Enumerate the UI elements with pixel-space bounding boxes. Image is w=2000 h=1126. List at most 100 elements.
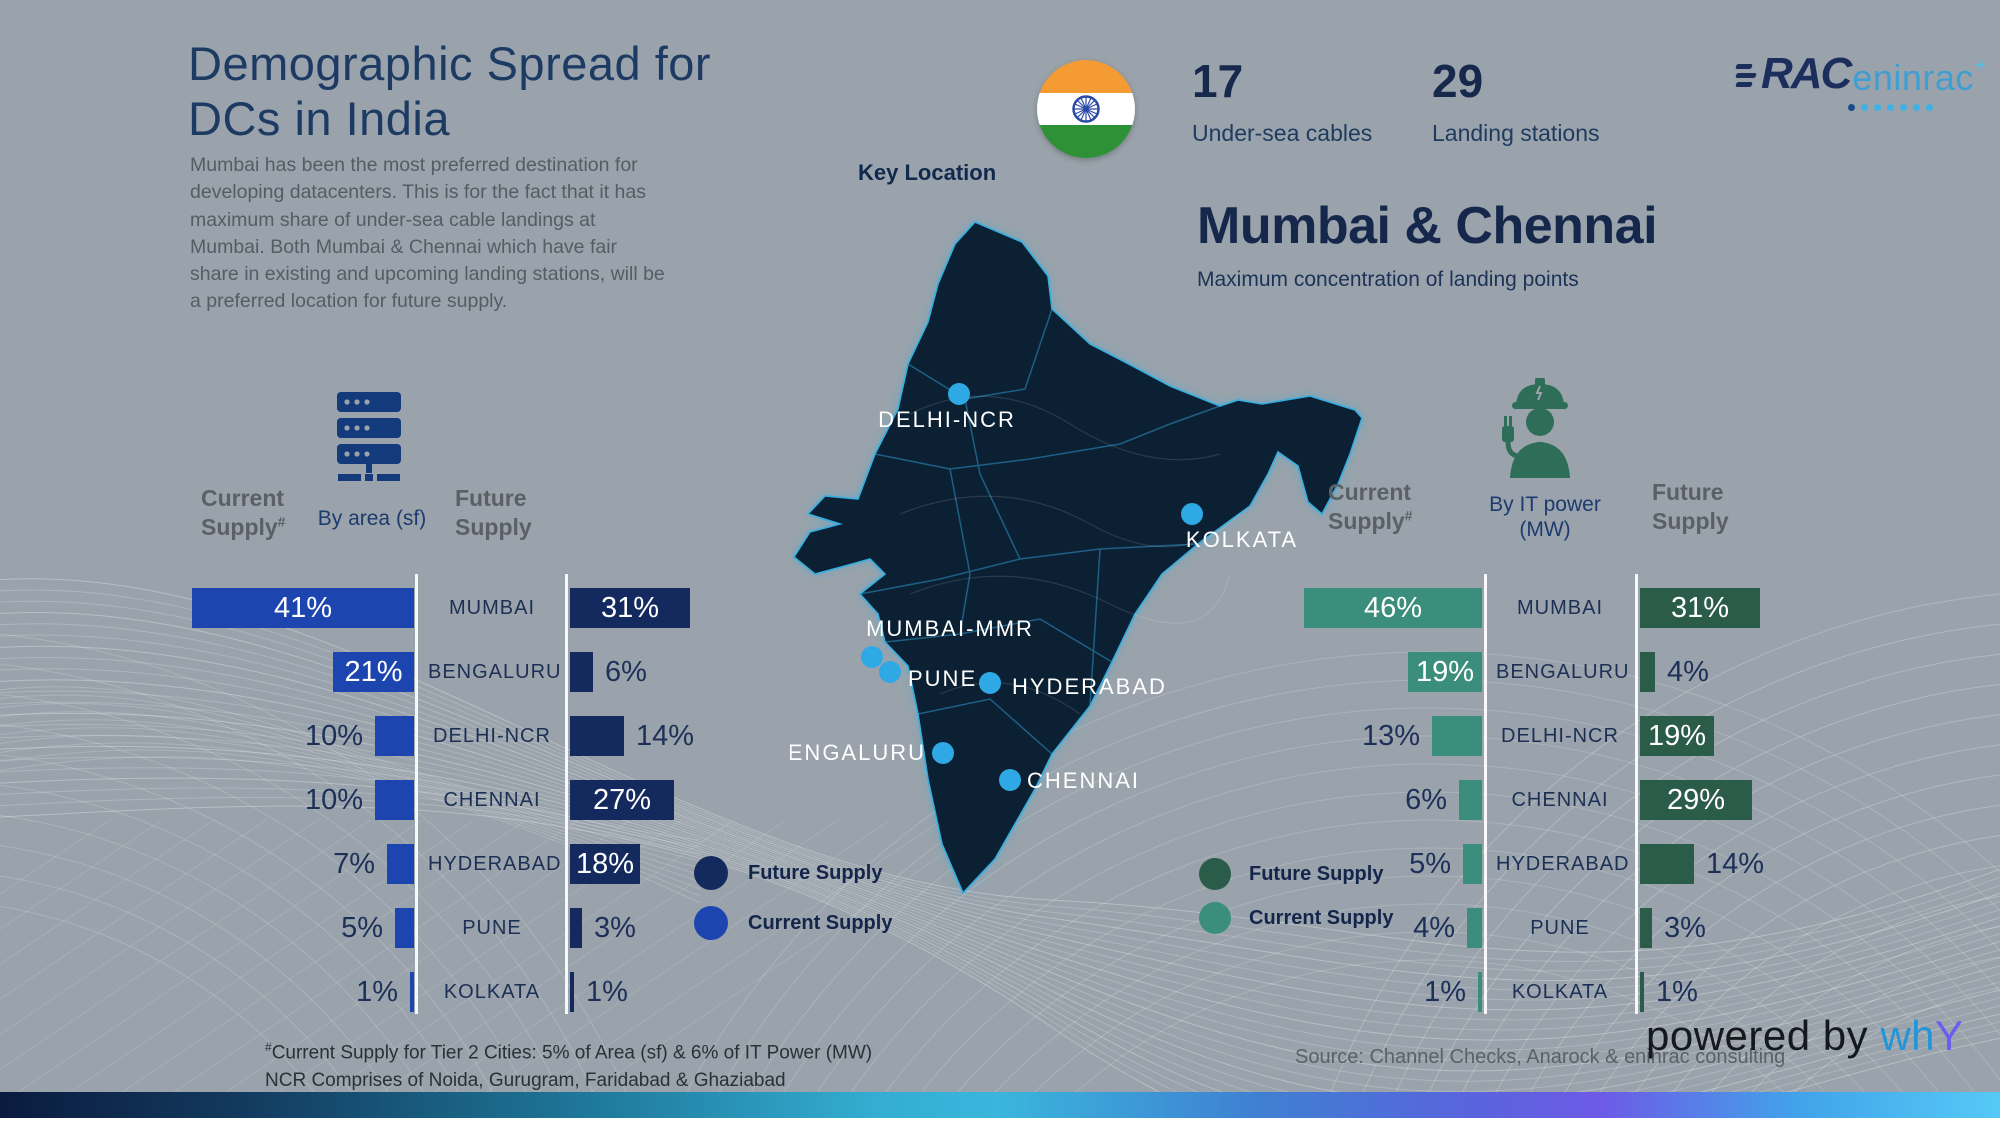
future-value: 27% <box>592 783 652 816</box>
chart-row-pune: 4% PUNE 3% <box>1280 908 1900 948</box>
logo-bars-icon <box>1735 64 1757 87</box>
bengaluru-label: BENGALURU <box>790 740 926 765</box>
engineer-icon <box>1502 378 1570 478</box>
future-value: 18% <box>575 847 635 880</box>
right-current-supply-header: Current Supply# <box>1328 479 1413 535</box>
future-value: 31% <box>600 591 660 624</box>
legend-label: Current Supply <box>748 911 893 934</box>
bottom-gradient-bar <box>0 1092 2000 1118</box>
intro-paragraph: Mumbai has been the most preferred desti… <box>190 154 665 313</box>
chart-row-pune: 5% PUNE 3% <box>190 908 790 948</box>
delhi-ncr-label: DELHI-NCR <box>878 407 1016 432</box>
current-supply-bar: 41% <box>192 588 414 628</box>
current-value: 21% <box>344 655 403 688</box>
chart-row-delhi-ncr: 10% DELHI-NCR 14% <box>190 716 790 756</box>
current-value: 1% <box>1424 976 1466 1008</box>
chart-row-bengaluru: 21% BENGALURU 6% <box>190 652 790 692</box>
current-value: 5% <box>341 912 383 944</box>
stat-landing-stations: 29 Landing stations <box>1432 58 1692 147</box>
city-label: CHENNAI <box>1511 789 1609 811</box>
current-supply-bar <box>375 780 414 820</box>
current-value: 4% <box>1413 912 1455 944</box>
area-chart: 41% MUMBAI 31% 21% BENGALURU 6% 10% <box>190 574 790 1040</box>
current-axis-line <box>1484 574 1487 1014</box>
key-location-label: Key Location <box>858 160 997 185</box>
current-value: 10% <box>304 720 363 752</box>
chart-row-hyderabad: 7% HYDERABAD 18% <box>190 844 790 884</box>
hyderabad-label: HYDERABAD <box>1012 674 1167 699</box>
title-line-2: DCs in India <box>188 92 450 146</box>
mumbai-mmr-dot <box>861 646 883 668</box>
legend-label: Future Supply <box>748 861 883 884</box>
delhi-ncr-dot <box>948 383 970 405</box>
future-axis-line <box>565 574 568 1014</box>
current-supply-bar: 21% <box>333 652 414 692</box>
current-supply-bar <box>375 716 414 756</box>
india-flag-icon <box>1037 60 1135 158</box>
hyderabad-dot <box>979 672 1001 694</box>
city-label: DELHI-NCR <box>1501 725 1619 747</box>
future-value: 14% <box>636 720 695 752</box>
future-value: 4% <box>1667 656 1709 688</box>
server-icon <box>337 392 401 481</box>
city-label: PUNE <box>462 917 522 939</box>
city-label: HYDERABAD <box>1496 853 1630 875</box>
current-value: 10% <box>304 784 363 816</box>
right-legend: Future Supply Current Supply <box>1199 858 1393 934</box>
source-text: Source: Channel Checks, Anarock & eninra… <box>1295 1046 1786 1068</box>
india-map: DELHI-NCR KOLKATA MUMBAI-MMR PUNE HYDERABAD B… <box>790 221 1363 895</box>
current-value: 13% <box>1361 720 1420 752</box>
stat-label: Landing stations <box>1432 120 1600 146</box>
right-future-supply-header: Future Supply <box>1652 479 1729 535</box>
chart-row-bengaluru: 19% BENGALURU 4% <box>1280 652 1900 692</box>
bengaluru-dot <box>932 742 954 764</box>
future-supply-bar <box>1640 652 1655 692</box>
chart-row-kolkata: 1% KOLKATA 1% <box>190 972 790 1012</box>
chennai-dot <box>999 769 1021 791</box>
stat-value: 29 <box>1432 55 1484 107</box>
future-axis-line <box>1635 574 1638 1014</box>
pune-dot <box>879 661 901 683</box>
current-supply-bar <box>387 844 414 884</box>
current-supply-bar <box>1432 716 1482 756</box>
current-value: 5% <box>1409 848 1451 880</box>
future-supply-bar: 27% <box>570 780 674 820</box>
chart-row-mumbai: 41% MUMBAI 31% <box>190 588 790 628</box>
current-supply-bar <box>1463 844 1482 884</box>
chennai-label: CHENNAI <box>1027 768 1140 793</box>
current-supply-bar <box>1459 780 1482 820</box>
mumbai-mmr-label: MUMBAI-MMR <box>866 616 1034 641</box>
current-supply-bar: 46% <box>1304 588 1482 628</box>
city-label: MUMBAI <box>449 597 535 619</box>
city-label: HYDERABAD <box>428 853 562 875</box>
chart-row-chennai: 6% CHENNAI 29% <box>1280 780 1900 820</box>
future-supply-bar <box>570 908 582 948</box>
current-supply-swatch <box>694 906 728 940</box>
future-value: 19% <box>1647 719 1707 752</box>
future-supply-bar <box>570 972 574 1012</box>
city-label: MUMBAI <box>1517 597 1603 619</box>
future-supply-bar: 29% <box>1640 780 1752 820</box>
future-supply-swatch <box>694 856 728 890</box>
future-value: 29% <box>1666 783 1726 816</box>
chart-row-kolkata: 1% KOLKATA 1% <box>1280 972 1900 1012</box>
current-value: 46% <box>1363 591 1423 624</box>
current-value: 6% <box>1405 784 1447 816</box>
future-value: 1% <box>1656 976 1698 1008</box>
city-label: BENGALURU <box>1496 661 1630 683</box>
city-label: CHENNAI <box>443 789 541 811</box>
right-axis-title: By IT power (MW) <box>1489 493 1601 542</box>
headline-subtitle: Maximum concentration of landing points <box>1197 268 1579 291</box>
current-value: 7% <box>333 848 375 880</box>
future-supply-bar: 31% <box>1640 588 1760 628</box>
chart-row-chennai: 10% CHENNAI 27% <box>190 780 790 820</box>
future-supply-bar: 31% <box>570 588 690 628</box>
chart-row-mumbai: 46% MUMBAI 31% <box>1280 588 1900 628</box>
footnote-2: NCR Comprises of Noida, Gurugram, Farida… <box>265 1070 786 1091</box>
chart-row-hyderabad: 5% HYDERABAD 14% <box>1280 844 1900 884</box>
legend-label: Future Supply <box>1249 862 1384 885</box>
future-supply-bar <box>570 652 593 692</box>
city-label: BENGALURU <box>428 661 562 683</box>
pune-label: PUNE <box>908 666 977 691</box>
